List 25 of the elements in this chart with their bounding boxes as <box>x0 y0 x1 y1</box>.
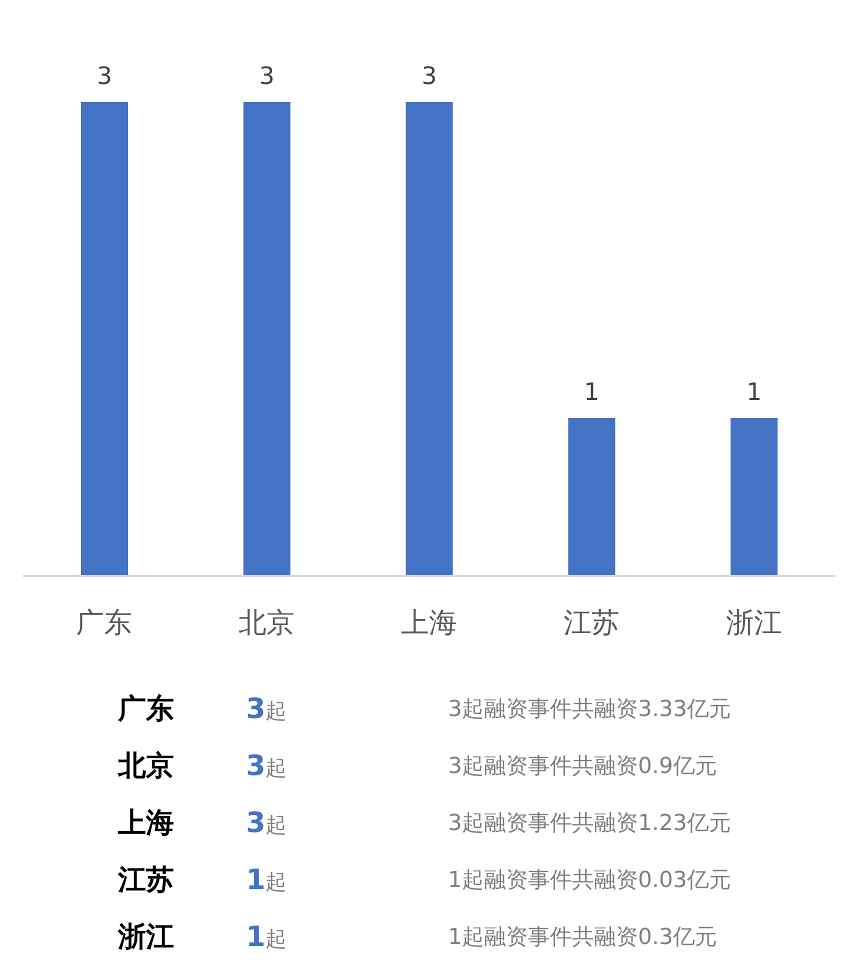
data-label: 1 <box>584 378 600 406</box>
data-label: 1 <box>746 378 762 406</box>
text: 3起 <box>246 692 286 725</box>
x-tick-label: 浙江 <box>726 606 782 639</box>
text: 3起 <box>246 749 286 782</box>
x-tick-label: 江苏 <box>563 606 620 639</box>
text: 1起 <box>246 863 286 896</box>
text: 3起融资事件共融资1.23亿元 <box>448 810 731 838</box>
text: 北京 <box>118 748 174 784</box>
x-tick-label: 上海 <box>401 606 457 639</box>
data-label: 3 <box>259 62 275 90</box>
text: 广东 <box>118 690 174 726</box>
text: 3起融资事件共融资3.33亿元 <box>448 696 731 724</box>
x-tick-label: 广东 <box>76 606 132 639</box>
data-label: 3 <box>422 62 437 90</box>
text: 1起融资事件共融资0.03亿元 <box>448 866 731 894</box>
text: 3起 <box>246 806 286 839</box>
text: 1起融资事件共融资0.3亿元 <box>448 924 717 952</box>
data-label: 3 <box>96 62 112 90</box>
text: 3起融资事件共融资0.9亿元 <box>448 752 717 780</box>
text: 1起 <box>246 920 286 953</box>
text: 江苏 <box>118 862 174 898</box>
text: 浙江 <box>118 918 174 954</box>
text: 上海 <box>118 804 174 840</box>
x-tick-label: 北京 <box>238 606 295 639</box>
